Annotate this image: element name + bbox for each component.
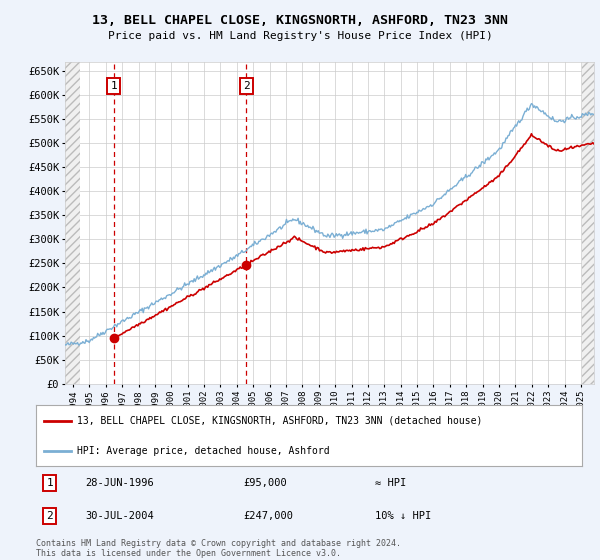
Text: 1: 1 xyxy=(46,478,53,488)
Text: HPI: Average price, detached house, Ashford: HPI: Average price, detached house, Ashf… xyxy=(77,446,329,456)
Text: £95,000: £95,000 xyxy=(244,478,287,488)
Text: 2: 2 xyxy=(46,511,53,521)
Text: 13, BELL CHAPEL CLOSE, KINGSNORTH, ASHFORD, TN23 3NN (detached house): 13, BELL CHAPEL CLOSE, KINGSNORTH, ASHFO… xyxy=(77,416,482,426)
Bar xyxy=(582,62,594,384)
Text: 1: 1 xyxy=(110,81,117,91)
Text: Contains HM Land Registry data © Crown copyright and database right 2024.
This d: Contains HM Land Registry data © Crown c… xyxy=(36,539,401,558)
Text: 13, BELL CHAPEL CLOSE, KINGSNORTH, ASHFORD, TN23 3NN: 13, BELL CHAPEL CLOSE, KINGSNORTH, ASHFO… xyxy=(92,14,508,27)
Text: 30-JUL-2004: 30-JUL-2004 xyxy=(85,511,154,521)
Text: 28-JUN-1996: 28-JUN-1996 xyxy=(85,478,154,488)
Bar xyxy=(65,62,80,384)
Text: ≈ HPI: ≈ HPI xyxy=(374,478,406,488)
Text: 2: 2 xyxy=(243,81,250,91)
Text: 10% ↓ HPI: 10% ↓ HPI xyxy=(374,511,431,521)
Text: £247,000: £247,000 xyxy=(244,511,293,521)
Text: Price paid vs. HM Land Registry's House Price Index (HPI): Price paid vs. HM Land Registry's House … xyxy=(107,31,493,41)
